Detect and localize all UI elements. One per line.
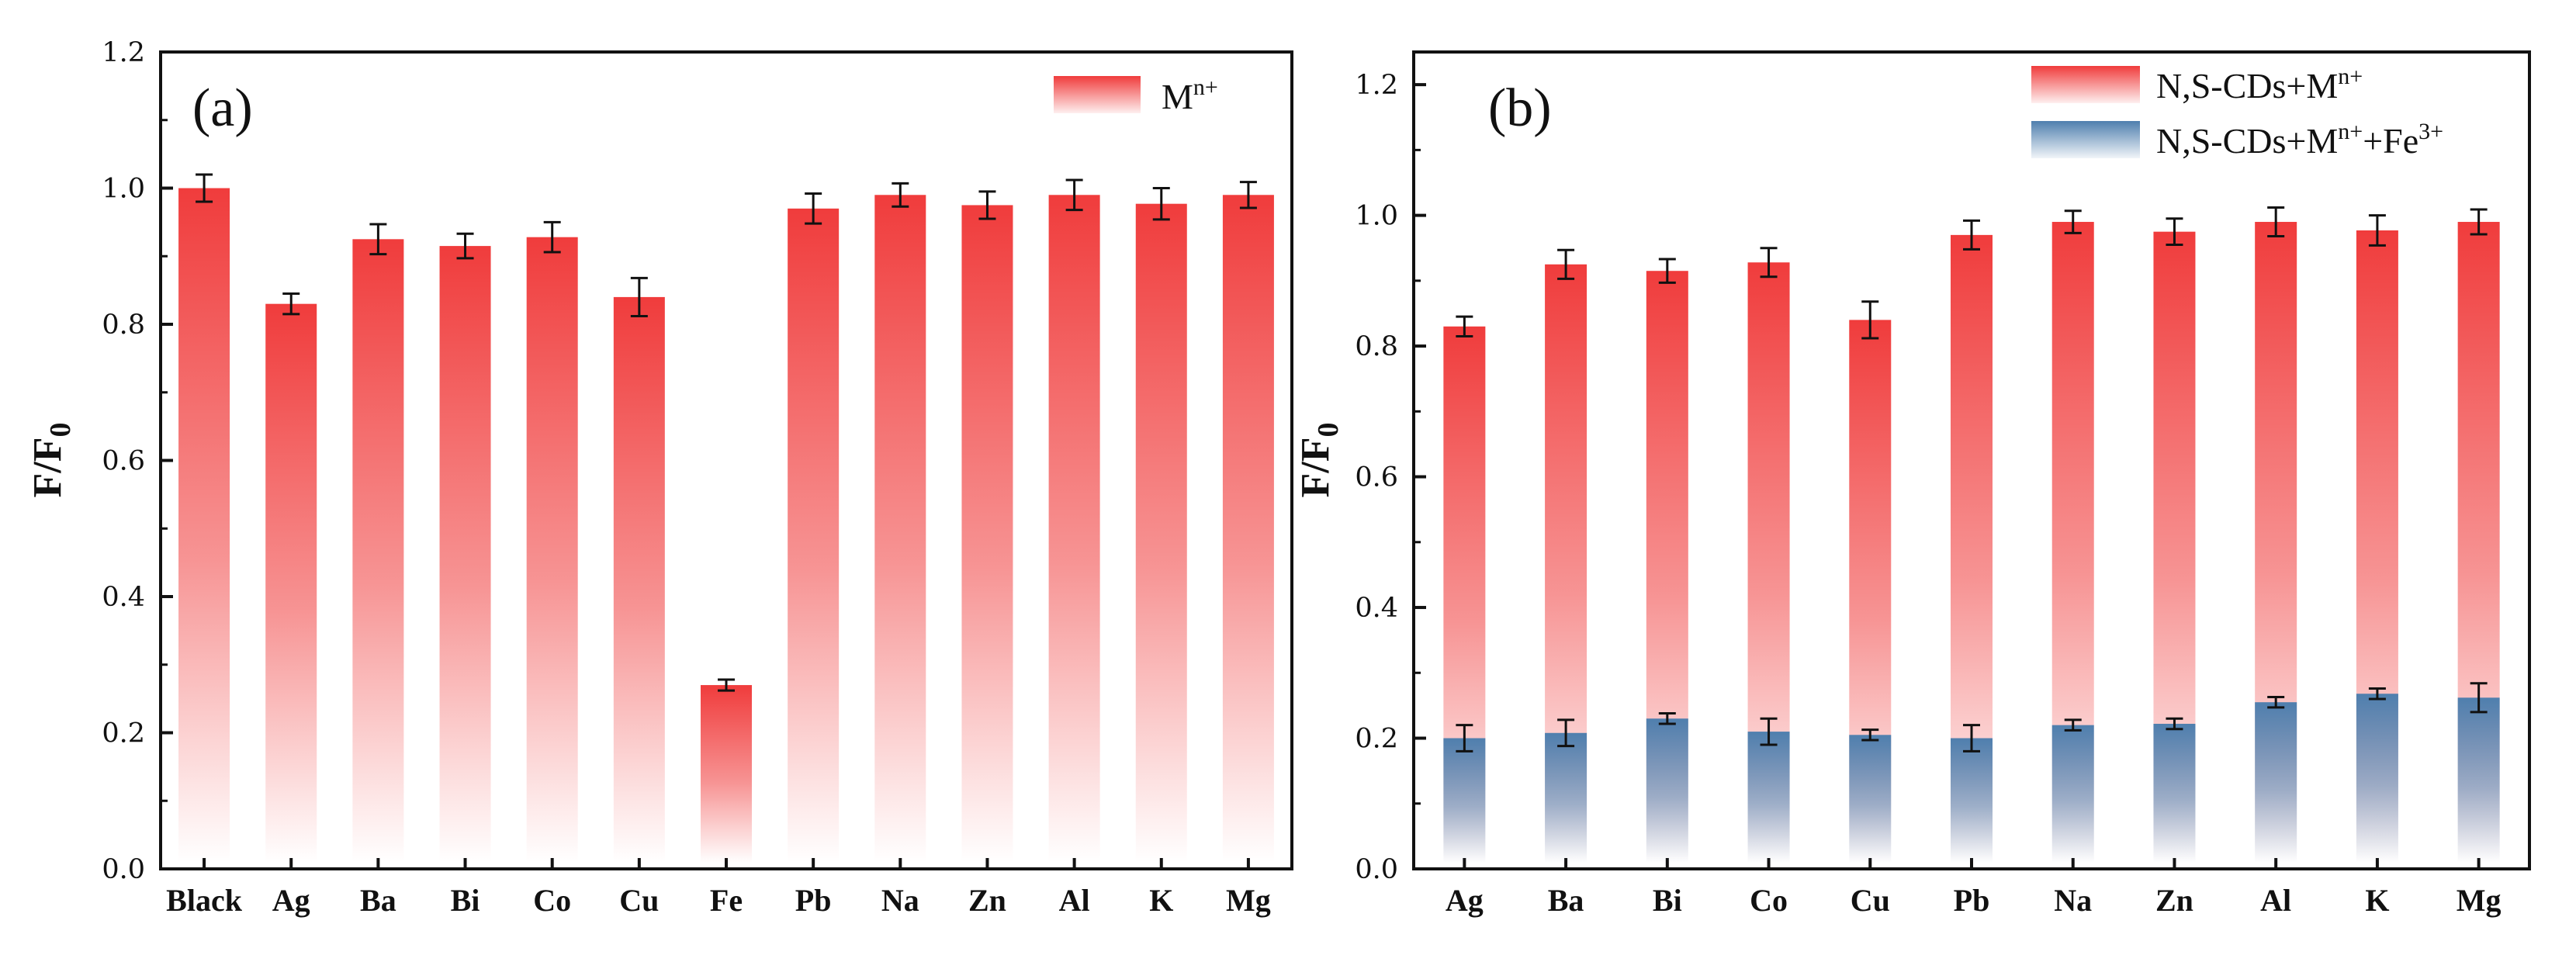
legend-b: N,S-CDs+Mn+ N,S-CDs+Mn++Fe3+	[2031, 64, 2443, 161]
y-tick-label: 0.4	[1355, 593, 1398, 624]
x-tick-label: Na	[2054, 883, 2092, 918]
x-tick-label: Ag	[272, 883, 310, 918]
bar-red-cu	[613, 296, 665, 863]
y-axis-title-a-sub: 0	[44, 423, 77, 438]
legend-label-ns-cds-mn-fe: N,S-CDs+Mn++Fe3+	[2156, 119, 2443, 161]
bar-red-co	[526, 237, 578, 863]
bar-red-k	[1135, 203, 1187, 863]
x-tick-label: K	[1149, 883, 1173, 918]
x-tick-label: Mg	[2457, 883, 2502, 918]
bar-red-ag	[265, 303, 317, 863]
x-tick-label: Mg	[1226, 883, 1271, 918]
x-tick-label: Na	[881, 883, 919, 918]
y-tick-label: 0.6	[102, 446, 145, 477]
y-tick-label: 0.4	[102, 582, 145, 613]
y-tick-label: 1.2	[1355, 70, 1398, 101]
y-tick-label: 0.2	[102, 718, 145, 749]
x-tick-label: Al	[2260, 883, 2291, 918]
x-tick-label: Zn	[968, 883, 1006, 918]
y-axis-title-b: F/F0	[1293, 423, 1345, 498]
legend-a: Mn+	[1054, 74, 1218, 116]
y-tick-label: 0.0	[102, 854, 145, 885]
y-tick-label: 0.8	[102, 310, 145, 341]
bar-red-fe	[701, 685, 752, 863]
y-tick-label: 0.6	[1355, 462, 1398, 493]
legend-swatch-ns-cds-mn-fe	[2031, 121, 2140, 158]
y-tick-label: 0.0	[1355, 854, 1398, 885]
bar-blue-al	[2255, 702, 2297, 863]
bar-blue-co	[1747, 732, 1790, 863]
x-tick-label: Co	[533, 883, 571, 918]
bar-blue-zn	[2153, 723, 2196, 863]
bar-blue-ba	[1545, 732, 1587, 863]
bar-red-bi	[439, 246, 491, 863]
chart-panel-a: 0.0 0.2 0.4 0.6 0.8 1.0 1.2 Black Ag Ba Bi Co Cu Fe P…	[26, 37, 1293, 918]
legend-label-mn: Mn+	[1162, 74, 1218, 116]
bar-red-zn	[961, 205, 1013, 863]
y-axis-title-a-main: F/F	[26, 438, 70, 498]
y-tick-label: 0.8	[1355, 331, 1398, 362]
x-tick-label: Bi	[1653, 883, 1682, 918]
x-tick-label: Al	[1059, 883, 1090, 918]
bar-blue-k	[2356, 694, 2398, 863]
bar-blue-na	[2051, 725, 2094, 863]
x-tick-label: Ba	[1548, 883, 1584, 918]
y-axis-title-b-sub: 0	[1312, 423, 1345, 438]
x-tick-label: Cu	[1851, 883, 1890, 918]
x-tick-label: Black	[166, 883, 243, 918]
panel-label-a: (a)	[192, 78, 253, 138]
bar-red-al	[1048, 195, 1100, 863]
bar-red-mg	[1222, 195, 1274, 863]
x-tick-label: Zn	[2155, 883, 2193, 918]
x-tick-label: Ag	[1446, 883, 1484, 918]
bar-red-ba	[352, 239, 404, 863]
x-tick-label: Ba	[360, 883, 396, 918]
y-tick-label: 1.0	[1355, 201, 1398, 232]
y-tick-label: 0.2	[1355, 724, 1398, 755]
y-axis-title-b-main: F/F	[1293, 438, 1338, 498]
chart-panel-b: 0.0 0.2 0.4 0.6 0.8 1.0 1.2 Ag Ba Bi Co Cu Pb Na Zn Al…	[1293, 50, 2531, 918]
y-tick-label: 1.0	[102, 174, 145, 205]
bar-red-black	[178, 188, 230, 863]
bar-blue-mg	[2457, 697, 2500, 863]
x-tick-label: K	[2365, 883, 2389, 918]
legend-swatch-mn	[1054, 76, 1141, 113]
bar-blue-pb	[1951, 738, 1993, 863]
x-tick-label: Pb	[795, 883, 832, 918]
x-tick-label: Co	[1750, 883, 1788, 918]
legend-swatch-ns-cds-mn	[2031, 66, 2140, 103]
bar-blue-cu	[1849, 735, 1892, 863]
bar-red-pb	[788, 208, 840, 863]
x-tick-label: Bi	[451, 883, 480, 918]
y-axis-title-a: F/F0	[26, 423, 77, 498]
x-tick-label: Cu	[619, 883, 659, 918]
x-tick-label: Fe	[710, 883, 743, 918]
x-tick-label: Pb	[1954, 883, 1990, 918]
legend-label-ns-cds-mn: N,S-CDs+Mn+	[2156, 64, 2363, 106]
bar-blue-bi	[1646, 718, 1688, 863]
panel-label-b: (b)	[1488, 78, 1552, 138]
bar-red-na	[874, 195, 926, 863]
y-tick-label: 1.2	[102, 37, 145, 68]
bar-blue-ag	[1443, 738, 1486, 863]
